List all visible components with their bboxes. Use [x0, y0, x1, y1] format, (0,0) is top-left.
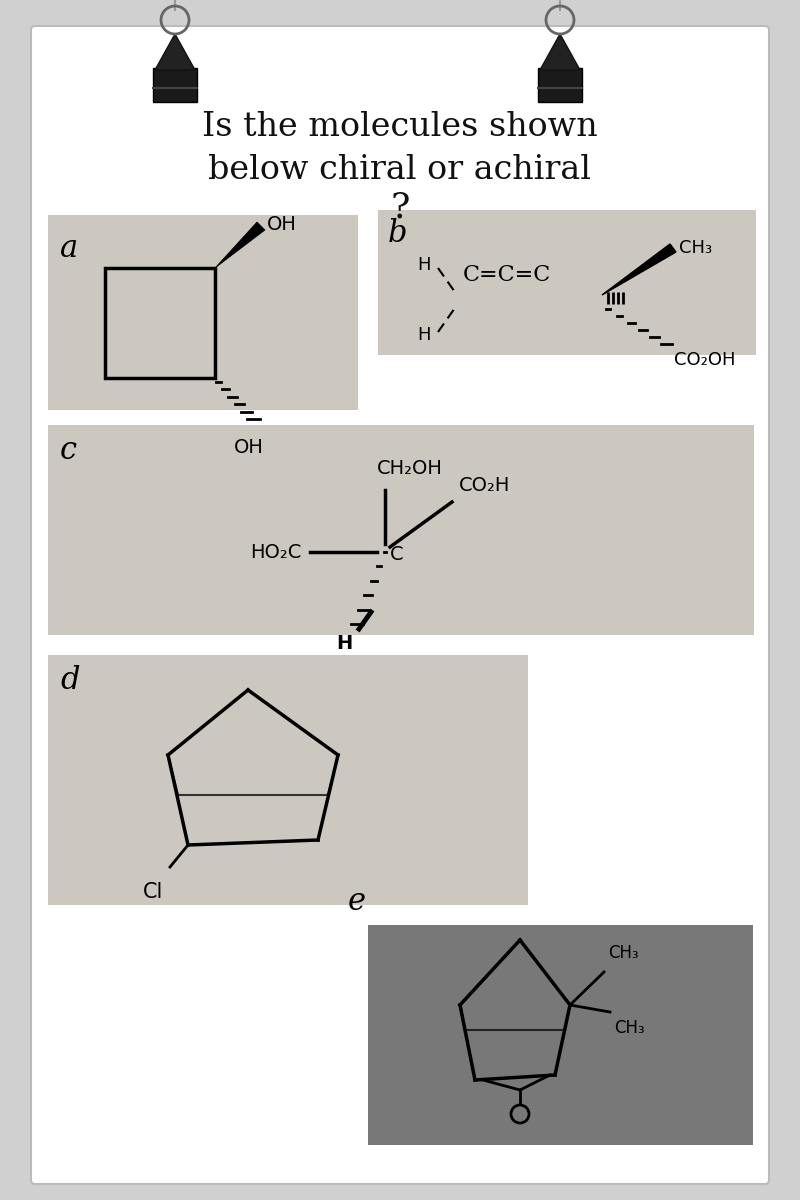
Text: b: b — [388, 218, 407, 248]
Text: C: C — [390, 545, 404, 564]
Text: CH₃: CH₃ — [614, 1019, 645, 1037]
Bar — [48, 425, 754, 635]
Text: CO₂H: CO₂H — [459, 476, 510, 494]
Polygon shape — [215, 222, 265, 268]
Text: H: H — [418, 256, 430, 274]
Bar — [368, 925, 753, 1145]
Bar — [48, 215, 358, 410]
Text: e: e — [348, 886, 366, 917]
Text: HO₂C: HO₂C — [250, 542, 302, 562]
Bar — [538, 68, 582, 102]
Text: below chiral or achiral: below chiral or achiral — [209, 154, 591, 186]
Text: CO₂OH: CO₂OH — [674, 350, 735, 370]
Text: C=C=C: C=C=C — [463, 264, 551, 286]
FancyBboxPatch shape — [31, 26, 769, 1184]
Text: Cl: Cl — [143, 882, 163, 902]
Text: d: d — [60, 665, 79, 696]
Bar — [378, 210, 756, 355]
Polygon shape — [155, 34, 195, 70]
Text: a: a — [60, 233, 78, 264]
Text: OH: OH — [234, 438, 264, 457]
Polygon shape — [602, 244, 676, 295]
Text: Is the molecules shown: Is the molecules shown — [202, 110, 598, 143]
Text: c: c — [60, 434, 77, 466]
Text: CH₂OH: CH₂OH — [377, 458, 443, 478]
Bar — [153, 68, 197, 102]
Text: CH₃: CH₃ — [679, 239, 712, 257]
Text: H: H — [336, 634, 352, 653]
Text: CH₃: CH₃ — [608, 944, 638, 962]
Text: ?: ? — [390, 190, 410, 224]
Polygon shape — [540, 34, 580, 70]
Text: H: H — [418, 326, 430, 344]
Text: OH: OH — [267, 215, 297, 234]
Bar — [48, 655, 528, 905]
